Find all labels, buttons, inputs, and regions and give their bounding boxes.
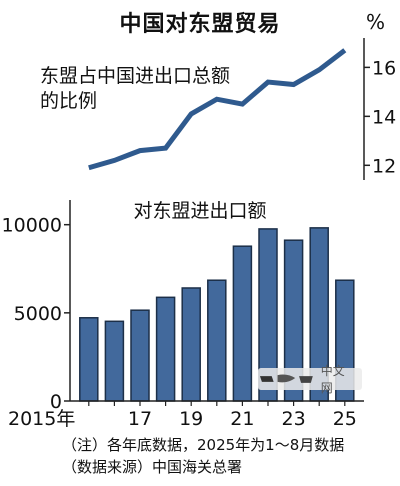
line-chart-label-line2: 的比例 <box>40 90 98 112</box>
line-y-tick-label: 12 <box>372 155 396 177</box>
watermark: 中文网 <box>258 364 362 395</box>
watermark-logo-icon <box>259 374 313 383</box>
bar <box>104 320 125 402</box>
line-y-tick-label: 14 <box>372 106 396 128</box>
bar-x-tick-label: 19 <box>179 408 203 430</box>
bar-x-tick-label: 25 <box>333 408 357 430</box>
bar-x-tick-label: 23 <box>282 408 306 430</box>
bar-x-tick-label: 17 <box>128 408 152 430</box>
bar-chart: 0 5000 10000 2015年 17 19 21 23 25 <box>2 200 364 430</box>
bar <box>207 279 227 402</box>
line-series <box>88 48 347 171</box>
bar-y-tick-label: 5000 <box>14 303 62 325</box>
bar-chart-label: 对东盟进出口额 <box>133 200 267 222</box>
bar-y-tick-label: 0 <box>50 391 62 413</box>
chart-title: 中国对东盟贸易 <box>119 12 281 37</box>
footnote-source: （数据来源）中国海关总署 <box>62 458 243 476</box>
bar <box>79 317 99 402</box>
line-y-tick-label: 16 <box>372 57 396 79</box>
line-chart: 12 14 16 <box>88 38 396 180</box>
line-chart-label: 东盟占中国进出口总额 的比例 <box>40 64 230 114</box>
bar-x-tick-label: 21 <box>230 408 254 430</box>
bar <box>232 245 253 402</box>
bar-x-tick-label: 2015年 <box>8 408 75 430</box>
line-unit-label: % <box>366 10 386 34</box>
bar-y-tick-label: 10000 <box>2 215 62 237</box>
watermark-text: 中文网 <box>320 364 345 395</box>
bar <box>155 296 176 402</box>
bar <box>130 309 150 402</box>
bar <box>181 287 201 402</box>
line-chart-label-line1: 东盟占中国进出口总额 <box>40 65 231 87</box>
footnote-note: （注）各年底数据，2025年为1～8月数据 <box>62 436 345 454</box>
